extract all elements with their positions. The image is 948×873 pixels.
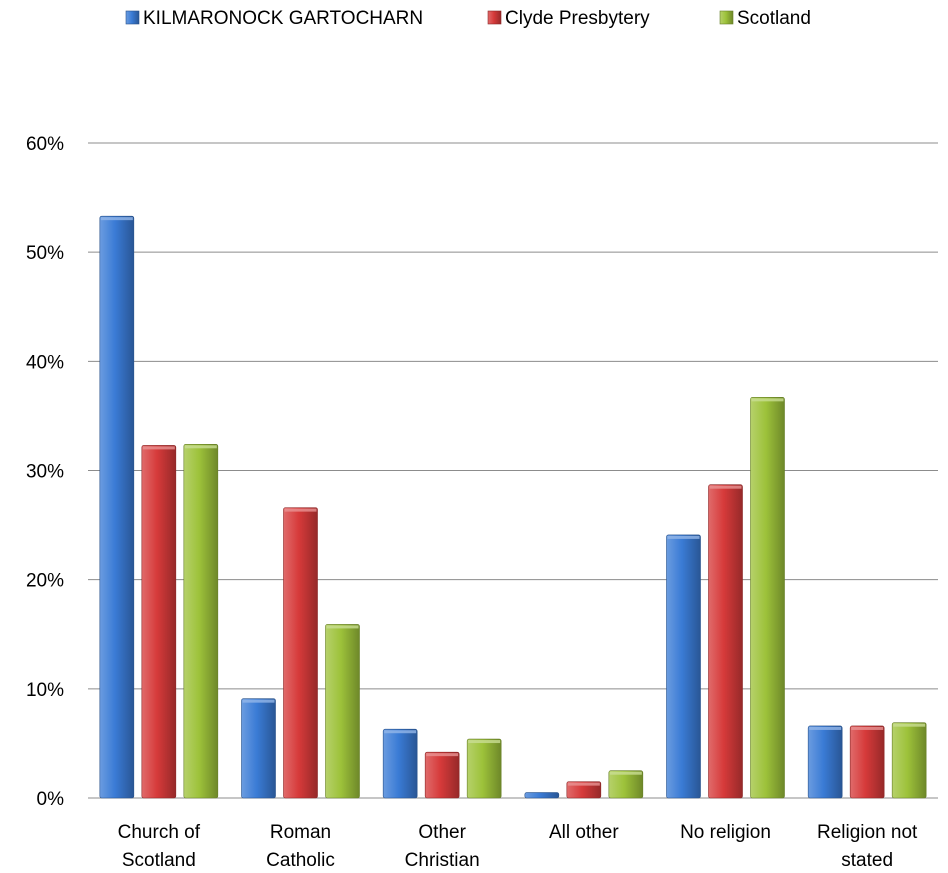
bar-0-3	[524, 792, 560, 799]
bar-highlight	[384, 730, 417, 734]
y-tick-label: 60%	[26, 134, 64, 155]
y-tick-label: 50%	[26, 243, 64, 264]
legend-swatch	[719, 10, 734, 25]
bar-highlight	[100, 217, 133, 221]
x-tick-label: Catholic	[266, 850, 335, 871]
bar-highlight	[567, 782, 600, 786]
bar-2-4	[750, 397, 785, 799]
y-axis: 0% 10% 20% 30% 40% 50% 60%	[26, 134, 64, 810]
bars	[99, 215, 927, 799]
bar-highlight	[142, 446, 175, 450]
bar-highlight	[893, 723, 926, 727]
x-tick-label: Other	[418, 822, 466, 843]
bar-highlight	[426, 753, 459, 757]
bar-2-3	[608, 770, 644, 799]
x-tick-label: Religion not	[817, 822, 918, 843]
legend-swatch	[487, 10, 502, 25]
x-tick-label: Church of	[118, 822, 201, 843]
y-tick-label: 10%	[26, 680, 64, 701]
bar-0-0	[99, 215, 135, 799]
y-tick-label: 20%	[26, 571, 64, 592]
legend-label: KILMARONOCK GARTOCHARN	[143, 8, 423, 29]
y-tick-label: 0%	[37, 789, 65, 810]
y-tick-label: 30%	[26, 462, 64, 483]
x-tick-label: No religion	[680, 822, 771, 843]
bar-1-3	[566, 781, 602, 799]
x-tick-label: Roman	[270, 822, 331, 843]
bar-0-4	[666, 534, 701, 799]
bar-highlight	[751, 398, 784, 402]
bar-1-1	[283, 507, 318, 799]
x-tick-label: stated	[841, 850, 893, 871]
gridlines	[88, 142, 938, 799]
bar-highlight	[609, 771, 642, 775]
x-axis: Church of Scotland Roman Catholic Other Chris…	[118, 822, 918, 871]
bar-1-4	[708, 484, 743, 799]
legend: KILMARONOCK GARTOCHARN Clyde Presbytery Sc…	[125, 8, 811, 29]
bar-0-5	[807, 725, 843, 799]
y-tick-label: 40%	[26, 352, 64, 373]
bar-2-2	[466, 738, 502, 799]
bar-1-2	[424, 751, 460, 799]
bar-highlight	[284, 508, 317, 512]
bar-highlight	[468, 740, 501, 744]
legend-swatch	[125, 10, 140, 25]
bar-highlight	[242, 699, 275, 703]
legend-label: Scotland	[737, 8, 811, 29]
bar-highlight	[809, 726, 842, 730]
bar-highlight	[326, 625, 359, 629]
bar-1-5	[849, 725, 885, 799]
bar-0-2	[382, 728, 418, 799]
bar-highlight	[667, 535, 700, 539]
x-tick-label: All other	[549, 822, 619, 843]
bar-highlight	[184, 445, 217, 449]
legend-label: Clyde Presbytery	[505, 8, 650, 29]
bar-0-1	[241, 698, 276, 799]
bar-1-0	[141, 445, 177, 799]
x-tick-label: Christian	[405, 850, 480, 871]
bar-2-1	[325, 624, 360, 799]
bar-highlight	[851, 726, 884, 730]
bar-2-5	[891, 722, 927, 799]
x-tick-label: Scotland	[122, 850, 196, 871]
bar-2-0	[183, 443, 219, 799]
bar-highlight	[709, 485, 742, 489]
